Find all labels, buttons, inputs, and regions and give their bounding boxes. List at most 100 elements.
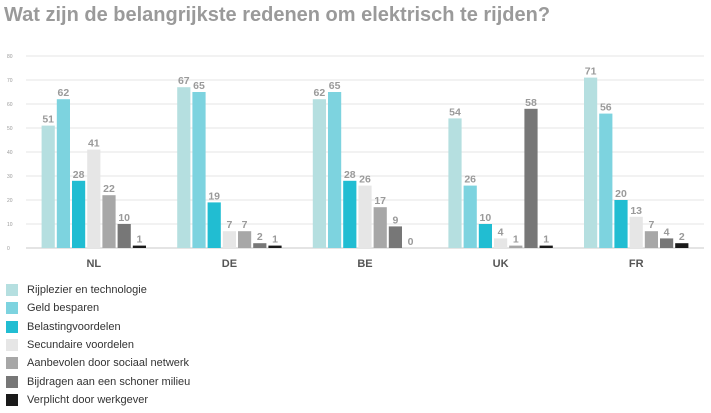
bar [87, 149, 101, 248]
data-label: 67 [178, 75, 190, 87]
bar [72, 180, 86, 248]
x-tick-label: DE [222, 258, 237, 270]
bar [614, 200, 628, 248]
chart-title: Wat zijn de belangrijkste redenen om ele… [4, 4, 551, 26]
legend-item: Aanbevolen door sociaal netwerk [6, 354, 190, 372]
legend-item: Secundaire voordelen [6, 336, 190, 354]
data-label: 13 [630, 205, 642, 217]
data-label: 1 [513, 234, 519, 246]
data-label: 2 [679, 231, 685, 243]
data-label: 1 [136, 234, 142, 246]
bar [268, 245, 282, 248]
bar [599, 113, 613, 248]
data-label: 28 [73, 169, 85, 181]
data-label: 20 [615, 188, 627, 200]
legend-swatch [6, 375, 18, 388]
data-label: 7 [226, 219, 232, 231]
legend-label: Bijdragen aan een schoner milieu [27, 375, 191, 388]
y-tick-label: 30 [7, 174, 13, 180]
data-label: 54 [449, 106, 461, 118]
legend-swatch [6, 339, 18, 352]
legend-swatch [6, 357, 18, 370]
data-label: 62 [314, 87, 326, 99]
data-label: 41 [88, 138, 100, 150]
x-tick-label: FR [629, 258, 644, 270]
legend-item: Geld besparen [6, 299, 190, 317]
bar [253, 243, 267, 248]
bar [192, 92, 206, 248]
legend-label: Aanbevolen door sociaal netwerk [27, 357, 190, 370]
data-label: 65 [193, 80, 205, 92]
legend-swatch [6, 320, 18, 333]
bar [509, 245, 523, 248]
bar [660, 238, 674, 248]
bar [41, 125, 55, 248]
data-label: 58 [525, 97, 537, 109]
bar [463, 185, 477, 248]
bar [117, 224, 131, 248]
bar [177, 87, 191, 248]
data-label: 17 [374, 195, 386, 207]
data-label: 71 [585, 66, 597, 78]
legend: Rijplezier en technologie Geld besparen … [6, 281, 190, 409]
legend-label: Secundaire voordelen [27, 339, 135, 352]
bar [312, 99, 326, 248]
data-label: 65 [329, 80, 341, 92]
bar [132, 245, 146, 248]
bar [539, 245, 553, 248]
bar [494, 238, 508, 248]
data-label: 9 [392, 214, 398, 226]
data-label: 4 [664, 226, 670, 238]
legend-item: Belastingvoordelen [6, 318, 190, 336]
data-label: 4 [498, 226, 504, 238]
bar [102, 195, 116, 248]
data-label: 19 [208, 190, 220, 202]
legend-label: Verplicht door werkgever [27, 393, 149, 406]
data-label: 22 [103, 183, 115, 195]
bar [207, 202, 221, 248]
y-tick-label: 40 [7, 150, 13, 156]
data-label: 1 [543, 234, 549, 246]
legend-label: Geld besparen [27, 302, 100, 315]
data-label: 56 [600, 102, 612, 114]
x-tick-label: UK [493, 258, 509, 270]
data-label: 7 [648, 219, 654, 231]
y-tick-label: 0 [7, 246, 10, 252]
x-tick-label: BE [357, 258, 372, 270]
legend-swatch [6, 393, 18, 406]
bar [56, 99, 70, 248]
legend-label: Belastingvoordelen [27, 320, 121, 333]
bar [524, 108, 538, 248]
y-tick-label: 70 [7, 78, 13, 84]
data-label: 51 [42, 114, 54, 126]
legend-item: Verplicht door werkgever [6, 391, 190, 409]
bar [343, 180, 357, 248]
legend-swatch [6, 284, 18, 297]
data-label: 28 [344, 169, 356, 181]
data-label: 10 [118, 212, 130, 224]
bar [388, 226, 402, 248]
bar [644, 231, 658, 248]
legend-item: Rijplezier en technologie [6, 281, 190, 299]
data-label: 26 [464, 174, 476, 186]
legend-item: Bijdragen aan een schoner milieu [6, 372, 190, 390]
bar [629, 216, 643, 248]
data-label: 10 [480, 212, 492, 224]
y-tick-label: 20 [7, 198, 13, 204]
data-label: 62 [58, 87, 70, 99]
y-tick-label: 80 [7, 54, 13, 60]
bar [584, 77, 598, 248]
x-tick-label: NL [86, 258, 101, 270]
y-tick-label: 10 [7, 222, 13, 228]
data-label: 0 [408, 236, 414, 248]
bar [328, 92, 342, 248]
legend-label: Rijplezier en technologie [27, 284, 147, 297]
data-label: 2 [257, 231, 263, 243]
bar [358, 185, 372, 248]
bar [675, 243, 689, 248]
data-label: 26 [359, 174, 371, 186]
bar [478, 224, 492, 248]
data-label: 7 [242, 219, 248, 231]
data-label: 1 [272, 234, 278, 246]
